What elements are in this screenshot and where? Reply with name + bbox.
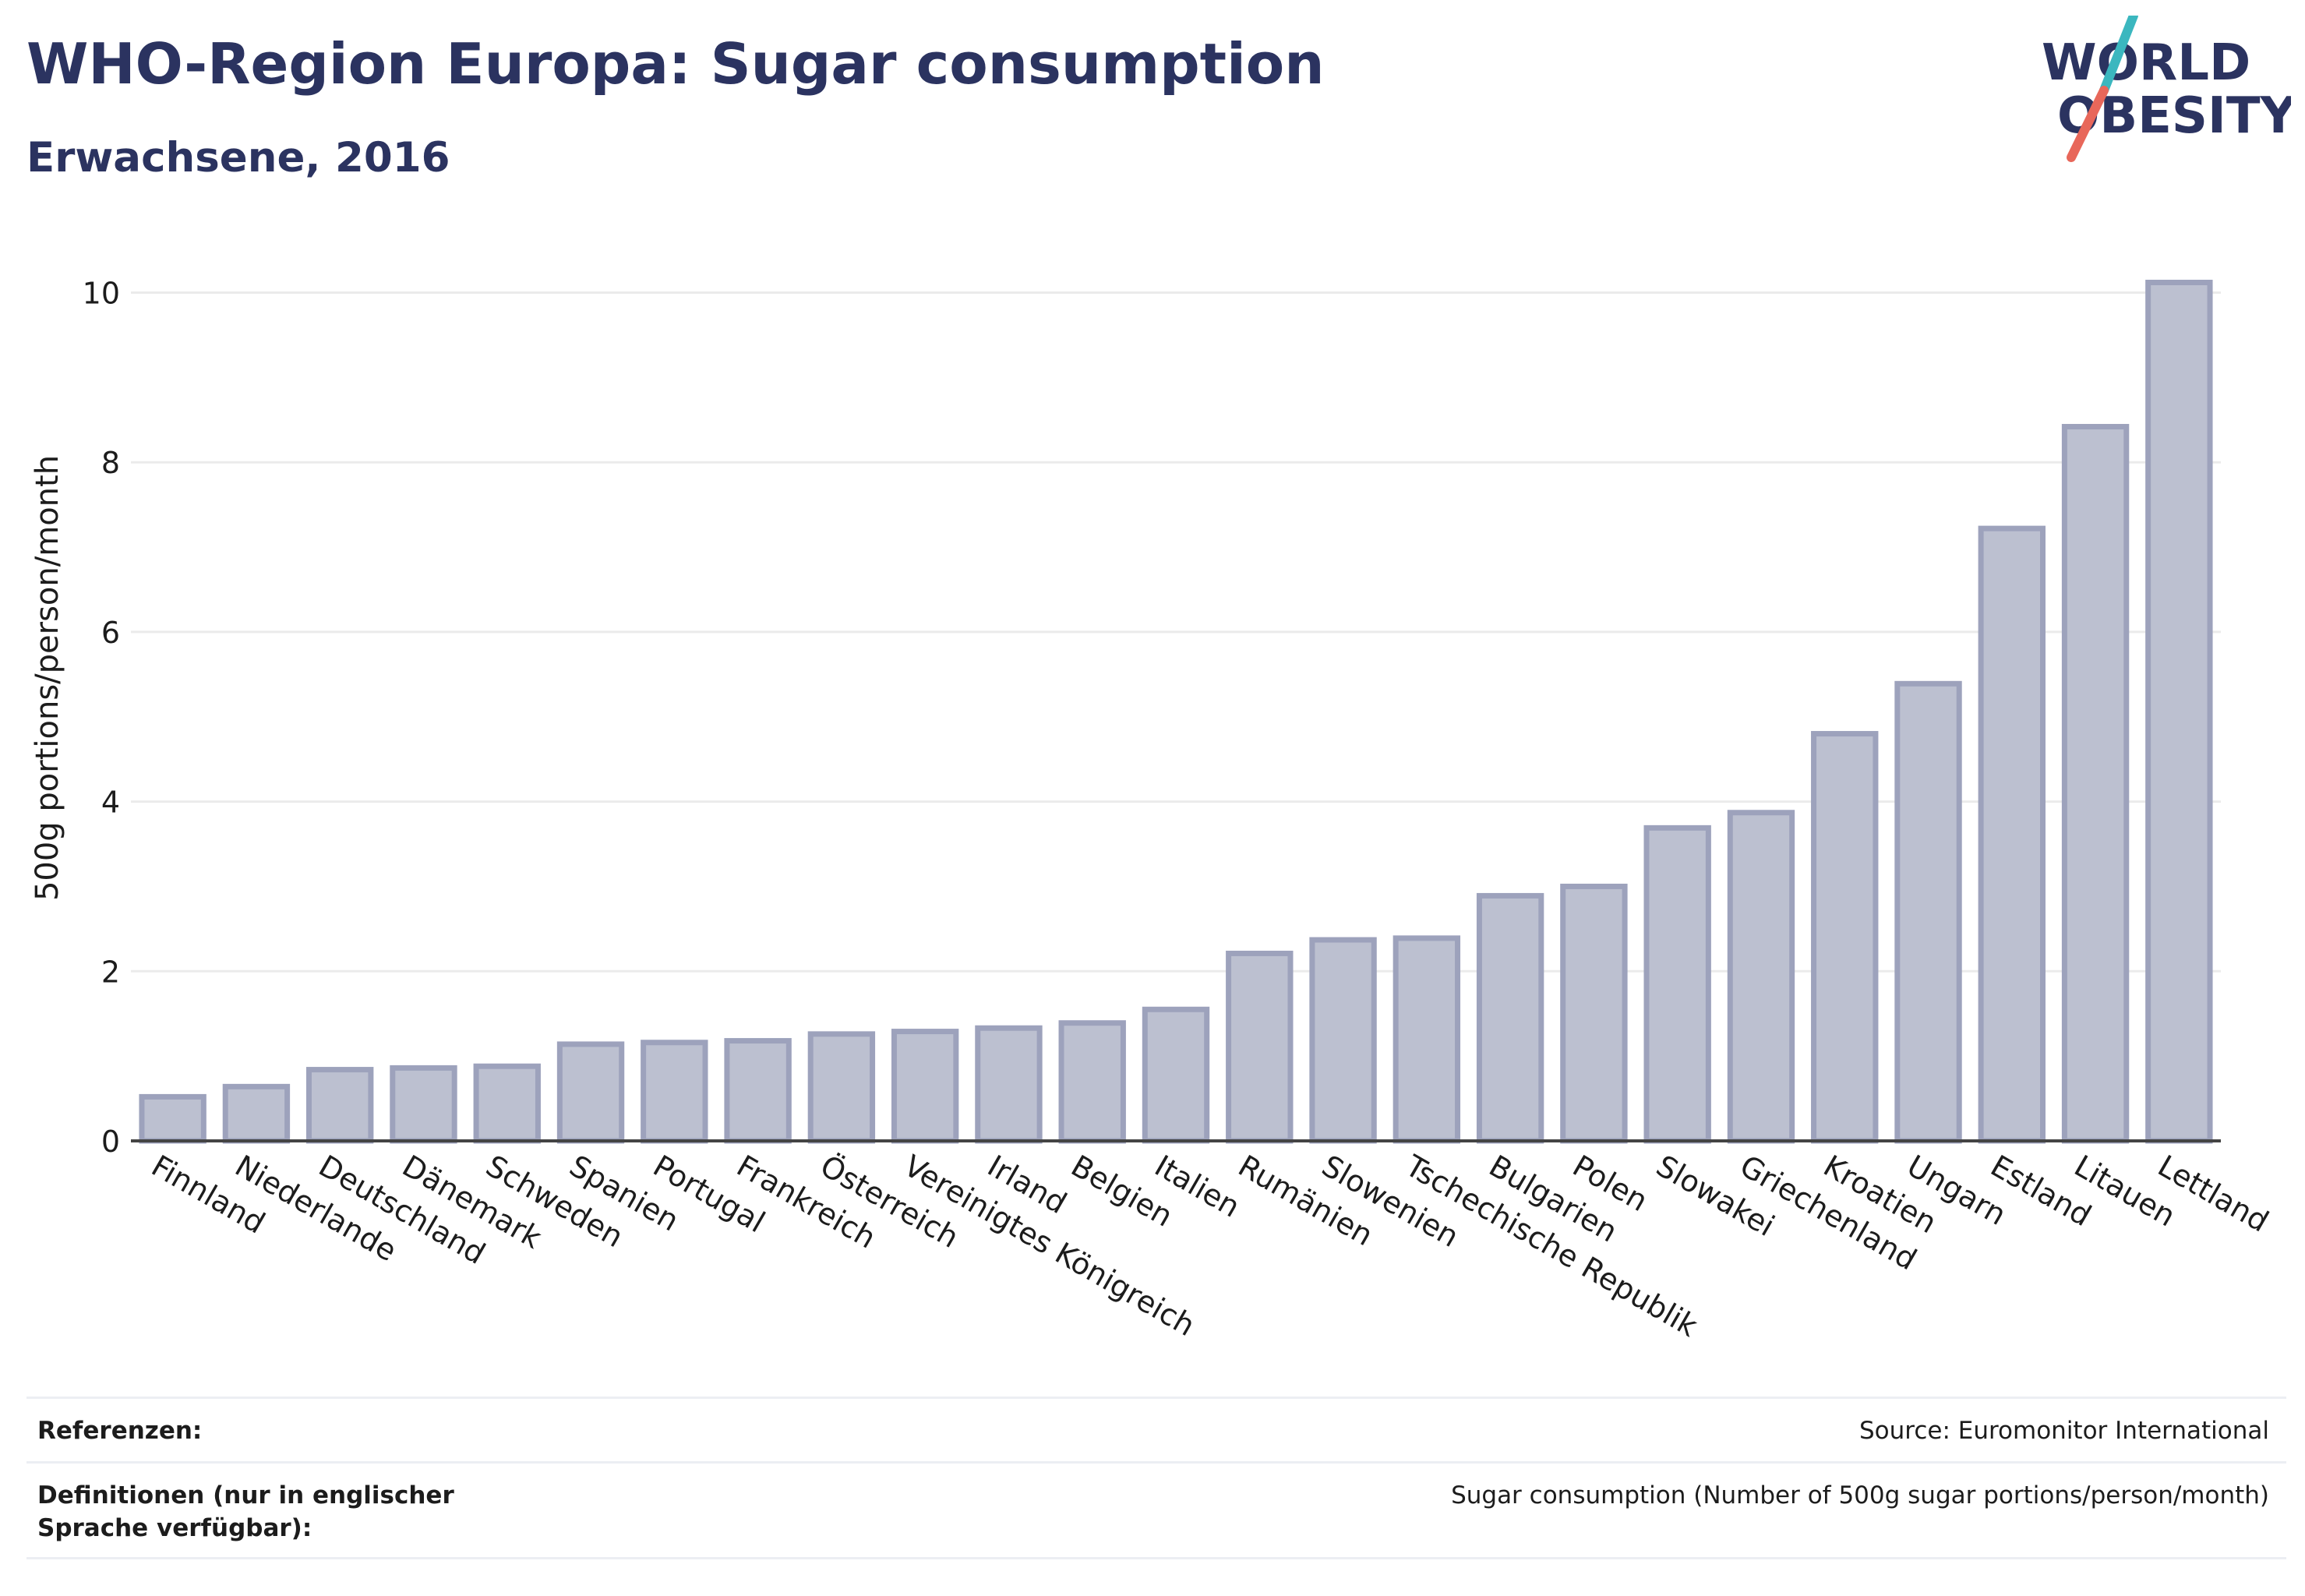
- bar: [139, 1093, 206, 1144]
- bar: [222, 1083, 291, 1144]
- page-subtitle: Erwachsene, 2016: [26, 134, 450, 182]
- y-tick-label: 10: [83, 277, 120, 311]
- bar: [1476, 892, 1544, 1144]
- footer-divider-bottom: [26, 1557, 2286, 1559]
- bar: [891, 1029, 959, 1144]
- bar: [556, 1041, 625, 1144]
- bar: [1226, 950, 1294, 1144]
- y-tick-label: 2: [101, 955, 120, 989]
- bar: [1058, 1020, 1126, 1144]
- bar: [473, 1063, 541, 1144]
- bar: [1978, 525, 2046, 1144]
- y-tick-label: 8: [101, 446, 120, 480]
- bar: [1643, 824, 1711, 1144]
- bar: [807, 1031, 876, 1144]
- bar: [390, 1065, 457, 1144]
- bar: [2061, 424, 2130, 1144]
- references-value: Source: Euromonitor International: [1858, 1417, 2269, 1445]
- bar: [1309, 937, 1377, 1144]
- y-tick-label: 0: [101, 1125, 120, 1159]
- x-tick-label: Lettland: [2152, 1149, 2275, 1239]
- logo-slash-bottom: [2067, 86, 2109, 162]
- bar: [641, 1040, 708, 1144]
- references-label: Referenzen:: [37, 1417, 203, 1445]
- bar: [975, 1025, 1043, 1144]
- bar: [1560, 883, 1628, 1144]
- y-tick-labels: 0 2 4 6 8 10: [83, 277, 120, 1159]
- logo-word-world: WORLD: [2042, 34, 2250, 92]
- bar: [2145, 279, 2213, 1144]
- bar: [1811, 731, 1879, 1144]
- bar-chart: 0 2 4 6 8 10 FinnlandNiederlandeDeutschlandDä…: [30, 277, 2275, 1344]
- bar: [724, 1038, 792, 1144]
- y-tick-label: 6: [101, 616, 120, 650]
- bar: [1727, 810, 1795, 1144]
- logo-slash-top: [2099, 16, 2138, 95]
- definitions-label: Definitionen (nur in englischer Sprache …: [37, 1481, 454, 1542]
- bars-layer: [139, 279, 2213, 1144]
- x-tick-labels: FinnlandNiederlandeDeutschlandDänemarkSc…: [146, 1148, 2275, 1344]
- bar: [306, 1067, 374, 1144]
- world-obesity-logo: WORLD OBESITY: [2042, 16, 2291, 162]
- bar: [1393, 935, 1461, 1144]
- bar: [1142, 1006, 1210, 1144]
- definitions-value: Sugar consumption (Number of 500g sugar …: [1451, 1481, 2269, 1509]
- footer-divider-top: [26, 1396, 2286, 1399]
- y-tick-label: 4: [101, 786, 120, 820]
- bar: [1894, 680, 1962, 1144]
- y-axis-label: 500g portions/person/month: [30, 455, 65, 901]
- page-title: WHO-Region Europa: Sugar consumption: [26, 31, 1325, 97]
- footer-divider-middle: [26, 1461, 2286, 1464]
